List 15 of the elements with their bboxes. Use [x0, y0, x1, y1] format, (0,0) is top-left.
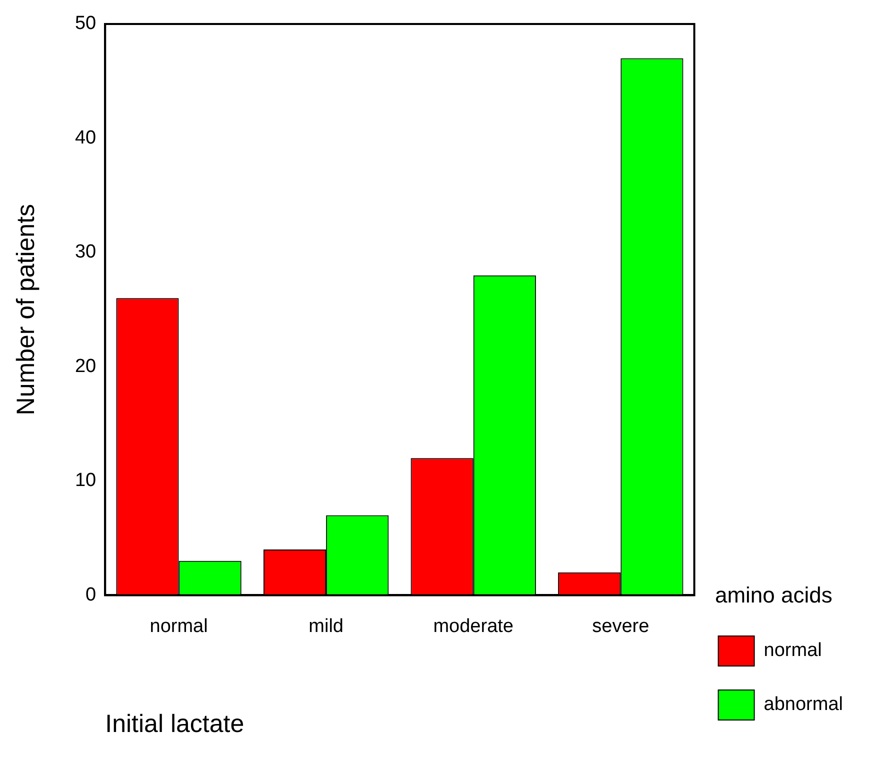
- y-tick-label: 20: [74, 356, 96, 377]
- x-axis-title: Initial lactate: [105, 710, 244, 738]
- x-tick-label: mild: [308, 616, 344, 637]
- y-tick-label: 10: [74, 470, 96, 492]
- legend-title: amino acids: [714, 582, 832, 608]
- x-tick-label: moderate: [433, 616, 514, 637]
- legend-label: abnormal: [764, 694, 844, 716]
- y-tick-label: 40: [74, 127, 96, 148]
- x-tick-label: normal: [150, 616, 208, 637]
- y-tick-label: 0: [86, 584, 96, 606]
- legend-label: normal: [764, 640, 822, 662]
- x-tick-label: severe: [592, 616, 650, 637]
- y-tick-label: 30: [74, 242, 96, 263]
- y-tick-label: 50: [74, 13, 96, 34]
- y-axis-title: Number of patients: [12, 204, 40, 416]
